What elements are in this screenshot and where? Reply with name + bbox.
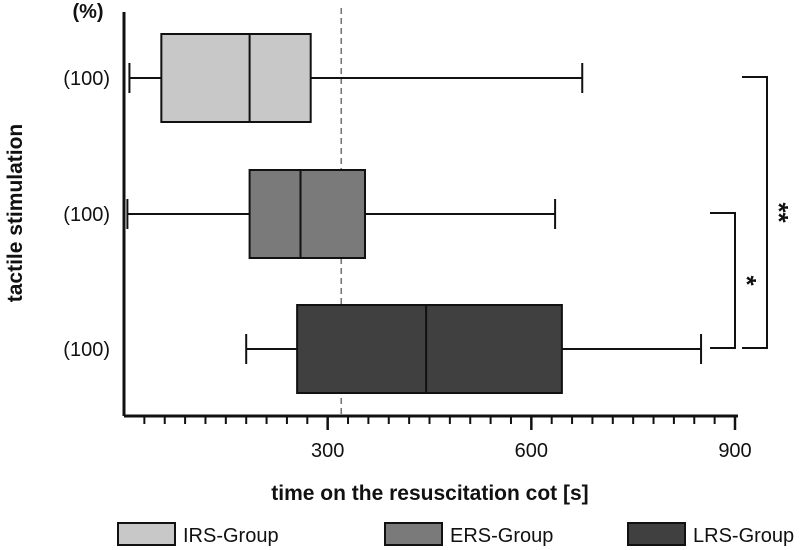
x-tick-label: 300 — [311, 440, 344, 462]
x-axis-title: time on the resuscitation cot [s] — [271, 482, 588, 505]
iqr-box — [160, 33, 312, 123]
x-tick-label: 900 — [718, 440, 751, 462]
significance-bracket: * — [710, 212, 762, 349]
minor-tick-group — [143, 416, 716, 424]
boxes-group — [126, 33, 703, 394]
legend-swatch — [117, 522, 176, 546]
box-irs-group — [128, 33, 584, 123]
legend: IRS-Group ERS-Group LRS-Group — [117, 522, 794, 547]
row-label: (100) — [63, 204, 110, 226]
significance-label: ** — [764, 202, 794, 223]
legend-item: ERS-Group — [384, 522, 553, 547]
significance-label: * — [732, 275, 762, 286]
y-header-label: (%) — [72, 1, 103, 23]
y-axis-title: tactile stimulation — [4, 124, 27, 303]
iqr-box — [248, 169, 367, 259]
legend-label: IRS-Group — [183, 525, 279, 547]
legend-item: IRS-Group — [117, 522, 279, 547]
iqr-box — [296, 304, 563, 394]
box-ers-group — [126, 169, 557, 259]
x-tick-label: 600 — [515, 440, 548, 462]
legend-label: ERS-Group — [450, 525, 553, 547]
row-label: (100) — [63, 68, 110, 90]
legend-label: LRS-Group — [693, 525, 794, 547]
bracket-line — [742, 76, 768, 349]
row-label: (100) — [63, 339, 110, 361]
bracket-line — [710, 212, 736, 349]
legend-swatch — [627, 522, 686, 546]
legend-item: LRS-Group — [627, 522, 794, 547]
major-tick-group: 300 600 900 — [311, 416, 752, 462]
row-labels-group: (100) (100) (100) — [63, 68, 110, 361]
significance-group: *** — [710, 76, 794, 349]
box-lrs-group — [245, 304, 703, 394]
legend-swatch — [384, 522, 443, 546]
significance-bracket: ** — [742, 76, 794, 349]
